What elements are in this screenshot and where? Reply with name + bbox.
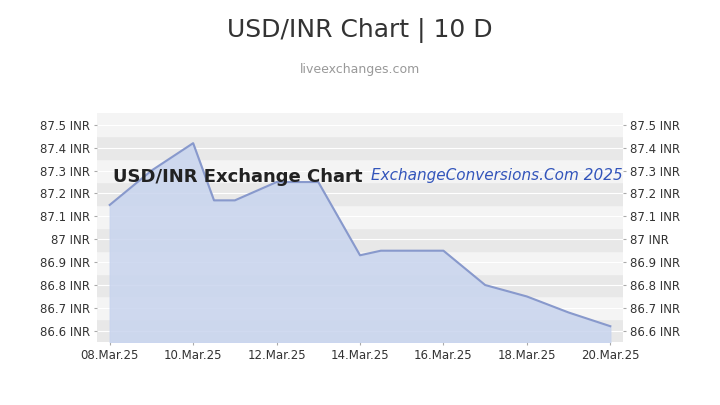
Bar xyxy=(97,228,623,251)
Text: USD/INR Chart | 10 D: USD/INR Chart | 10 D xyxy=(228,18,492,43)
Bar xyxy=(97,113,623,136)
Bar xyxy=(97,296,623,319)
Bar xyxy=(97,182,623,205)
Bar xyxy=(97,274,623,296)
Bar xyxy=(97,251,623,273)
Bar xyxy=(97,319,623,342)
Text: USD/INR Exchange Chart: USD/INR Exchange Chart xyxy=(113,168,362,186)
Text: liveexchanges.com: liveexchanges.com xyxy=(300,63,420,76)
Bar xyxy=(97,205,623,228)
Bar xyxy=(97,136,623,159)
Bar xyxy=(97,159,623,182)
Text: ExchangeConversions.Com 2025: ExchangeConversions.Com 2025 xyxy=(371,168,622,183)
